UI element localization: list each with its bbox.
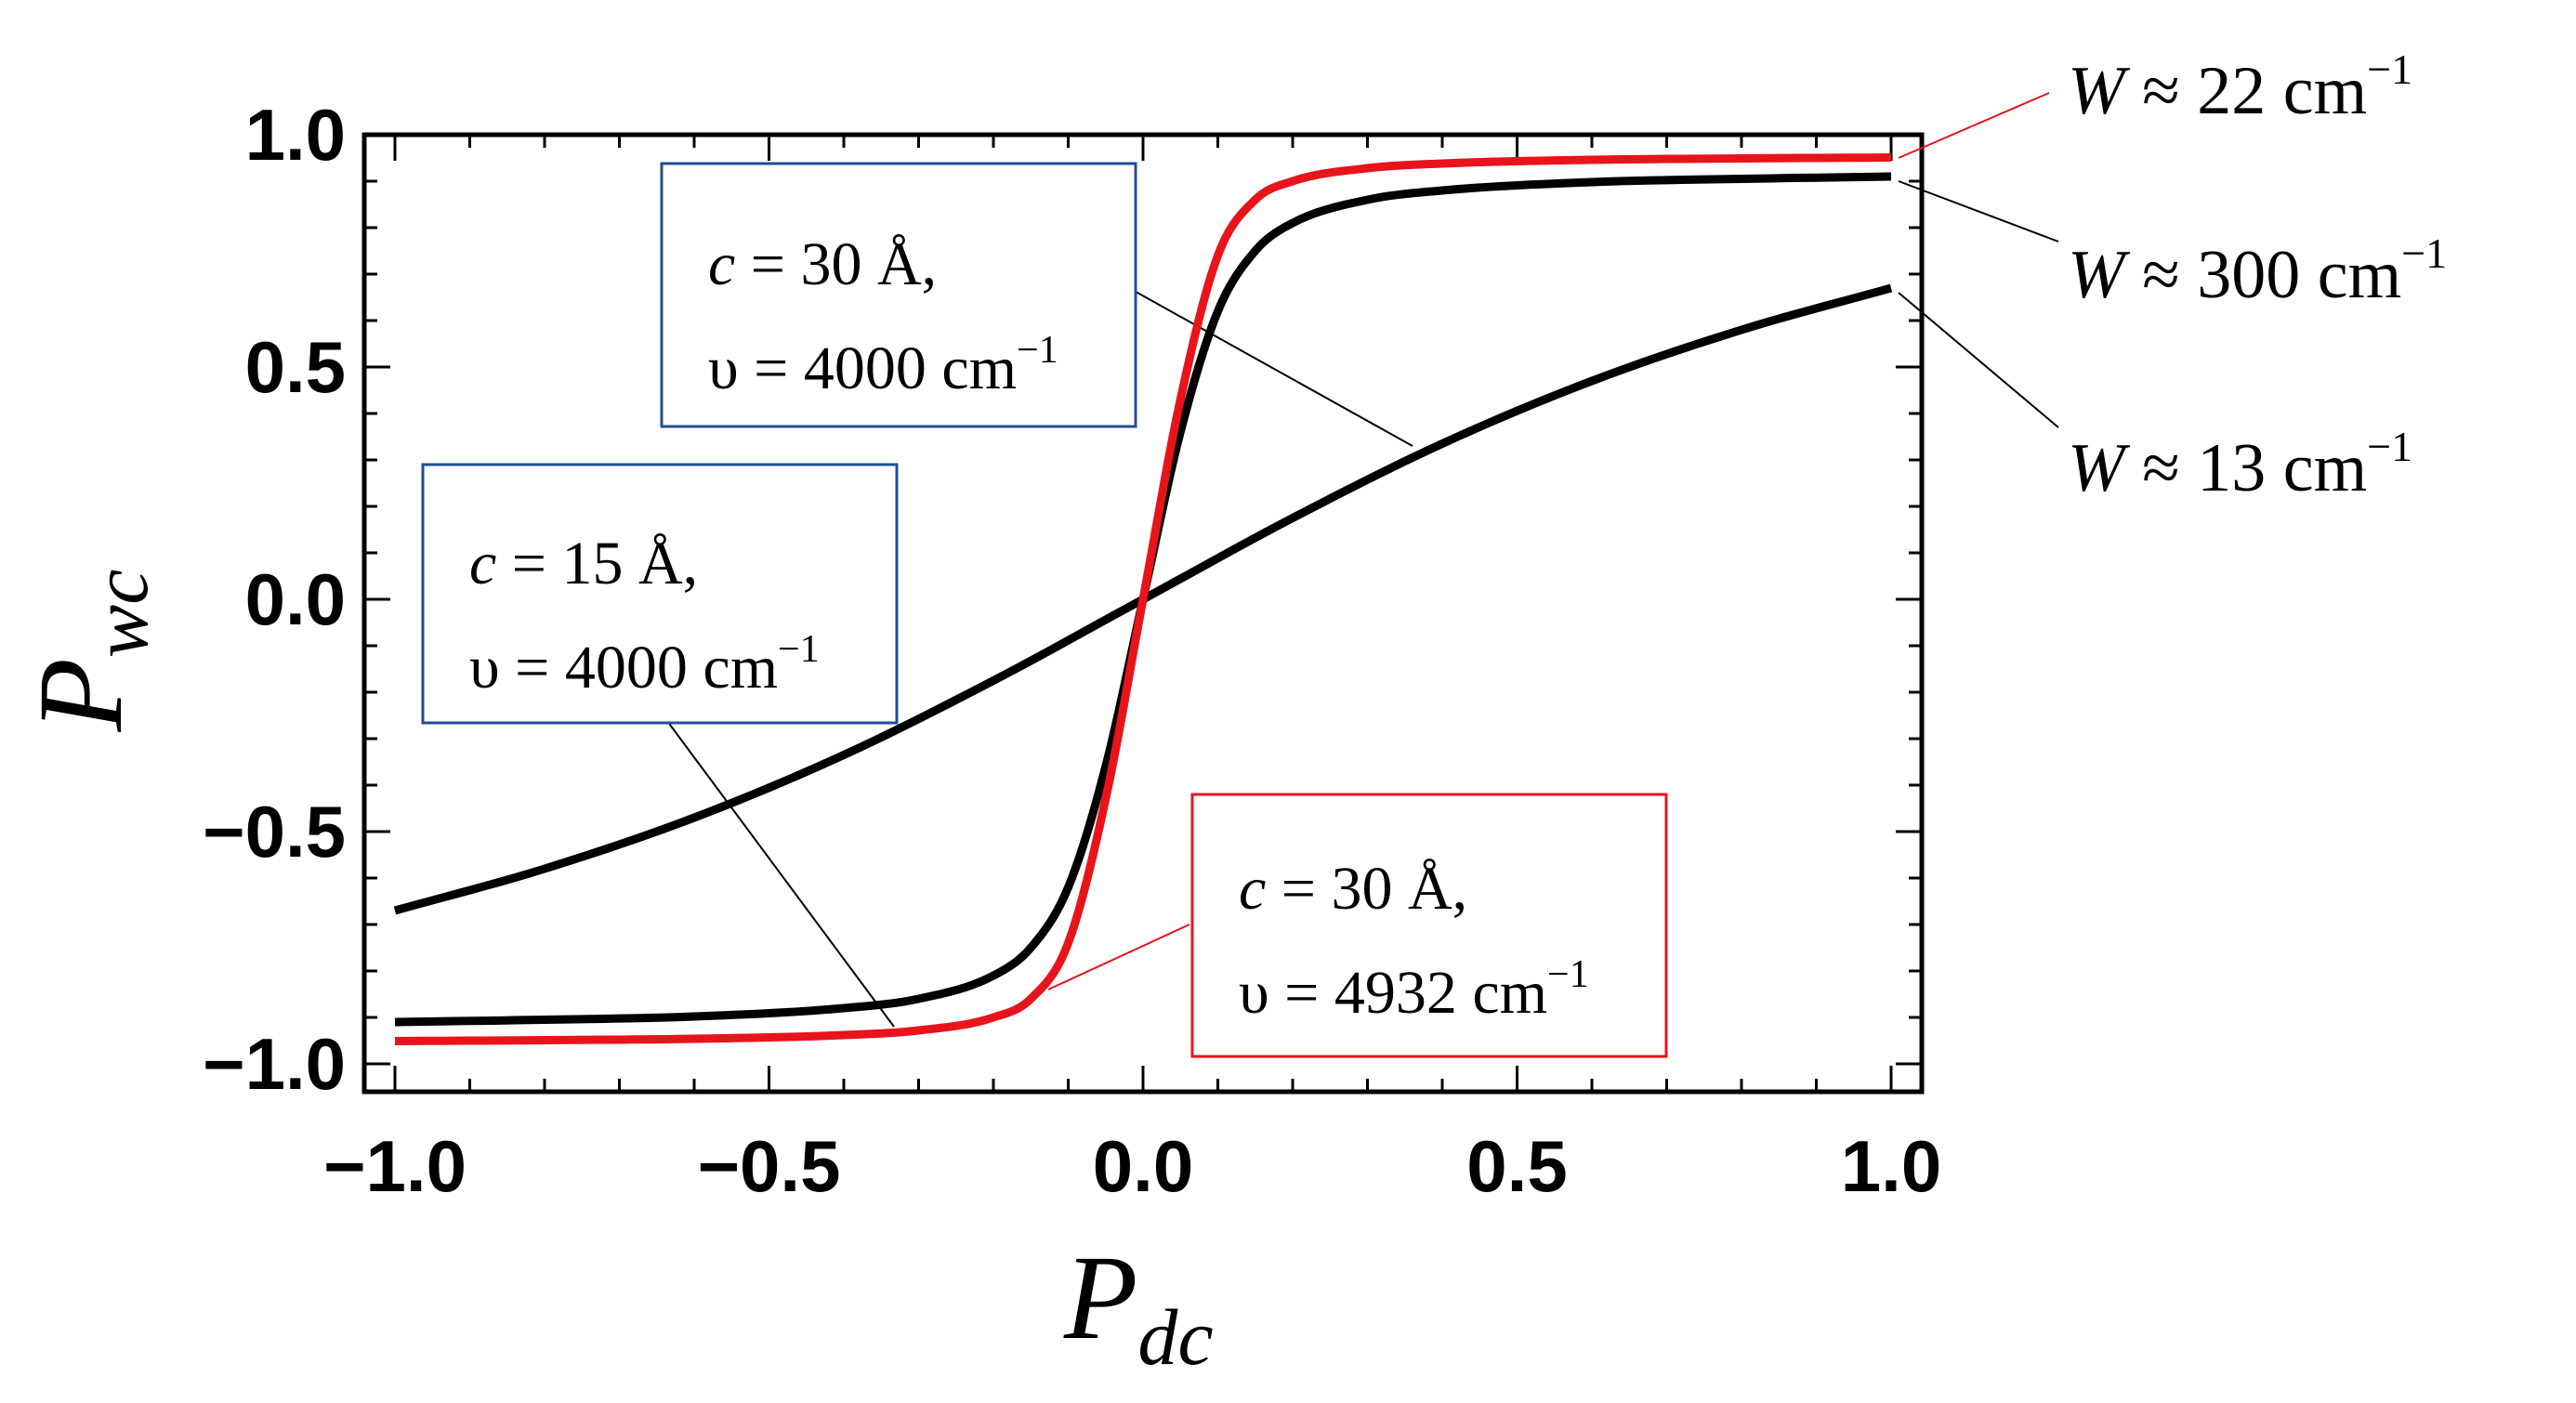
box2-line2: υ = 4000 cm−1 <box>469 628 820 702</box>
y-axis-label: Pwc <box>14 570 164 733</box>
leader-box1 <box>1128 287 1413 447</box>
x-tick-label: 0.5 <box>1466 1125 1567 1207</box>
y-tick-label: 1.0 <box>245 94 346 176</box>
leader-w300 <box>1898 180 2059 243</box>
y-tick-label: −0.5 <box>203 791 346 872</box>
box1-line1: c = 30 Å, <box>708 230 937 298</box>
leader-w22 <box>1898 92 2050 159</box>
w13-label: W ≈ 13 cm−1 <box>2068 423 2412 506</box>
leader-lines <box>666 180 2059 1028</box>
leader-box2 <box>666 720 895 1028</box>
x-tick-labels: −1.0 −0.5 0.0 0.5 1.0 <box>323 1125 1941 1207</box>
box1-line2: υ = 4000 cm−1 <box>708 329 1058 402</box>
leader-w13 <box>1898 292 2059 428</box>
axis-ticks <box>364 133 1922 1092</box>
series-w22-red <box>394 153 1892 1045</box>
x-tick-label: 0.0 <box>1093 1125 1193 1207</box>
box2-line1: c = 15 Å, <box>469 530 698 597</box>
y-axis-label-group: Pwc <box>14 570 164 733</box>
w300-label: W ≈ 300 cm−1 <box>2068 229 2447 313</box>
y-tick-label: −1.0 <box>203 1023 346 1105</box>
annotation-box-1: c = 30 Å, υ = 4000 cm−1 <box>660 162 1137 428</box>
annotation-box-3: c = 30 Å, υ = 4932 cm−1 <box>1190 793 1668 1058</box>
box3-line1: c = 30 Å, <box>1239 855 1467 923</box>
annotation-box-2: c = 15 Å, υ = 4000 cm−1 <box>421 463 899 725</box>
y-tick-labels: −1.0 −0.5 0.0 0.5 1.0 <box>203 94 346 1105</box>
x-tick-label: −1.0 <box>323 1125 467 1207</box>
leader-box3 <box>1047 924 1190 990</box>
red-leader-lines <box>1047 92 2050 990</box>
x-tick-label: −0.5 <box>698 1125 841 1207</box>
y-tick-label: 0.5 <box>245 326 346 408</box>
x-tick-label: 1.0 <box>1841 1125 1941 1207</box>
series-group <box>393 153 1893 1045</box>
w22-label: W ≈ 22 cm−1 <box>2068 46 2412 129</box>
x-axis-label: Pdc <box>1063 1231 1214 1382</box>
y-tick-label: 0.0 <box>245 558 346 640</box>
box3-line2: υ = 4932 cm−1 <box>1239 953 1589 1027</box>
